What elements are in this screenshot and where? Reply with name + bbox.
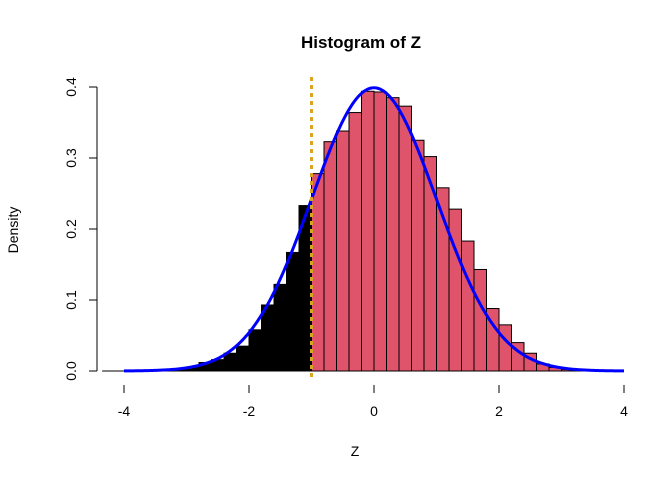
histogram-bar xyxy=(373,91,387,372)
x-tick-label: 2 xyxy=(495,403,503,419)
histogram-bar xyxy=(348,112,362,372)
histogram-bar xyxy=(448,208,462,372)
y-tick-label: 0.3 xyxy=(63,148,79,168)
histogram-bar xyxy=(248,329,262,372)
histogram-bar xyxy=(223,352,237,372)
axes: -4 -2 0 2 4 0.0 0.1 0.2 0.3 0.4 xyxy=(63,77,628,419)
histogram-bar xyxy=(411,139,425,372)
histogram-bar xyxy=(323,141,337,372)
histogram-bar xyxy=(461,240,475,372)
y-tick-label: 0.4 xyxy=(63,77,79,97)
x-tick-label: 4 xyxy=(620,403,628,419)
overlay xyxy=(124,77,624,381)
x-tick-label: 0 xyxy=(370,403,378,419)
histogram-bar xyxy=(423,156,437,372)
histogram-bars xyxy=(161,90,575,372)
histogram-bar xyxy=(498,324,512,372)
histogram-bar xyxy=(311,173,325,372)
histogram-bar xyxy=(261,304,275,372)
y-tick-label: 0.0 xyxy=(63,361,79,381)
y-tick-label: 0.1 xyxy=(63,290,79,310)
y-axis-title: Density xyxy=(5,207,21,254)
histogram-bar xyxy=(398,105,412,372)
histogram-bar xyxy=(336,130,350,372)
histogram-bar xyxy=(236,345,250,372)
x-tick-label: -4 xyxy=(118,403,131,419)
chart-title: Histogram of Z xyxy=(301,33,421,52)
histogram-bar xyxy=(361,90,375,372)
x-tick-label: -2 xyxy=(243,403,256,419)
histogram-bar xyxy=(386,97,400,372)
histogram-bar xyxy=(286,251,300,372)
x-axis-title: Z xyxy=(351,443,360,459)
histogram-bar xyxy=(273,283,287,372)
normal-density-curve xyxy=(124,86,624,373)
y-tick-label: 0.2 xyxy=(63,219,79,239)
histogram-bar xyxy=(473,268,487,372)
